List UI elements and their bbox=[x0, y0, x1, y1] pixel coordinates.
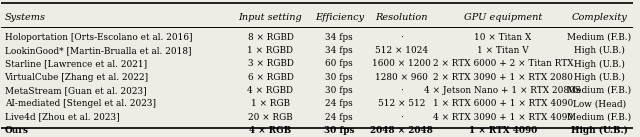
Text: 30 fps: 30 fps bbox=[326, 86, 353, 95]
Text: 3 × RGBD: 3 × RGBD bbox=[248, 59, 293, 68]
Text: GPU equipment: GPU equipment bbox=[464, 13, 542, 22]
Text: High (U.B.): High (U.B.) bbox=[574, 73, 625, 82]
Text: LookinGood* [Martin-Brualla et al. 2018]: LookinGood* [Martin-Brualla et al. 2018] bbox=[4, 46, 191, 55]
Text: High (U.B.): High (U.B.) bbox=[574, 46, 625, 55]
Text: 6 × RGBD: 6 × RGBD bbox=[248, 73, 293, 82]
Text: MetaStream [Guan et al. 2023]: MetaStream [Guan et al. 2023] bbox=[4, 86, 146, 95]
Text: 4 × RTX 3090 + 1 × RTX 4090: 4 × RTX 3090 + 1 × RTX 4090 bbox=[433, 112, 573, 122]
Text: 10 × Titan X: 10 × Titan X bbox=[474, 33, 532, 42]
Text: 24 fps: 24 fps bbox=[326, 112, 353, 122]
Text: 512 × 1024: 512 × 1024 bbox=[375, 46, 428, 55]
Text: 60 fps: 60 fps bbox=[326, 59, 353, 68]
Text: Low (Head): Low (Head) bbox=[573, 99, 626, 108]
Text: 2 × RTX 3090 + 1 × RTX 2080: 2 × RTX 3090 + 1 × RTX 2080 bbox=[433, 73, 573, 82]
Text: 34 fps: 34 fps bbox=[326, 46, 353, 55]
Text: ·: · bbox=[401, 86, 403, 95]
Text: Medium (F.B.): Medium (F.B.) bbox=[567, 33, 631, 42]
Text: 30 fps: 30 fps bbox=[326, 73, 353, 82]
Text: 4 × RGBD: 4 × RGBD bbox=[248, 86, 294, 95]
Text: Systems: Systems bbox=[4, 13, 45, 22]
Text: 1 × RTX 6000 + 1 × RTX 4090: 1 × RTX 6000 + 1 × RTX 4090 bbox=[433, 99, 573, 108]
Text: 1280 × 960: 1280 × 960 bbox=[376, 73, 428, 82]
Text: 4 × Jetson Nano + 1 × RTX 2080S: 4 × Jetson Nano + 1 × RTX 2080S bbox=[424, 86, 582, 95]
Text: 34 fps: 34 fps bbox=[326, 33, 353, 42]
Text: 1 × RGBD: 1 × RGBD bbox=[248, 46, 294, 55]
Text: 1600 × 1200: 1600 × 1200 bbox=[372, 59, 431, 68]
Text: Input setting: Input setting bbox=[239, 13, 302, 22]
Text: 1 × RGB: 1 × RGB bbox=[251, 99, 290, 108]
Text: Medium (F.B.): Medium (F.B.) bbox=[567, 112, 631, 122]
Text: Starline [Lawrence et al. 2021]: Starline [Lawrence et al. 2021] bbox=[4, 59, 147, 68]
Text: Live4d [Zhou et al. 2023]: Live4d [Zhou et al. 2023] bbox=[4, 112, 119, 122]
Text: Medium (F.B.): Medium (F.B.) bbox=[567, 86, 631, 95]
Text: 1 × RTX 4090: 1 × RTX 4090 bbox=[469, 126, 537, 135]
Text: High (U.B.): High (U.B.) bbox=[571, 126, 628, 135]
Text: Efficiency: Efficiency bbox=[315, 13, 364, 22]
Text: 24 fps: 24 fps bbox=[326, 99, 353, 108]
Text: 512 × 512: 512 × 512 bbox=[378, 99, 426, 108]
Text: ·: · bbox=[401, 33, 403, 42]
Text: 1 × Titan V: 1 × Titan V bbox=[477, 46, 529, 55]
Text: High (U.B.): High (U.B.) bbox=[574, 59, 625, 68]
Text: 20 × RGB: 20 × RGB bbox=[248, 112, 293, 122]
Text: AI-mediated [Stengel et al. 2023]: AI-mediated [Stengel et al. 2023] bbox=[4, 99, 156, 108]
Text: Holoportation [Orts-Escolano et al. 2016]: Holoportation [Orts-Escolano et al. 2016… bbox=[4, 33, 192, 42]
Text: ·: · bbox=[401, 112, 403, 122]
Text: Complexity: Complexity bbox=[572, 13, 627, 22]
Text: Ours: Ours bbox=[4, 126, 29, 135]
Text: 30 fps: 30 fps bbox=[324, 126, 355, 135]
Text: 2 × RTX 6000 + 2 × Titan RTX: 2 × RTX 6000 + 2 × Titan RTX bbox=[433, 59, 573, 68]
Text: VirtualCube [Zhang et al. 2022]: VirtualCube [Zhang et al. 2022] bbox=[4, 73, 148, 82]
Text: 2048 × 2048: 2048 × 2048 bbox=[371, 126, 433, 135]
Text: 8 × RGBD: 8 × RGBD bbox=[248, 33, 293, 42]
Text: 4 × RGB: 4 × RGB bbox=[250, 126, 292, 135]
Text: Resolution: Resolution bbox=[376, 13, 428, 22]
